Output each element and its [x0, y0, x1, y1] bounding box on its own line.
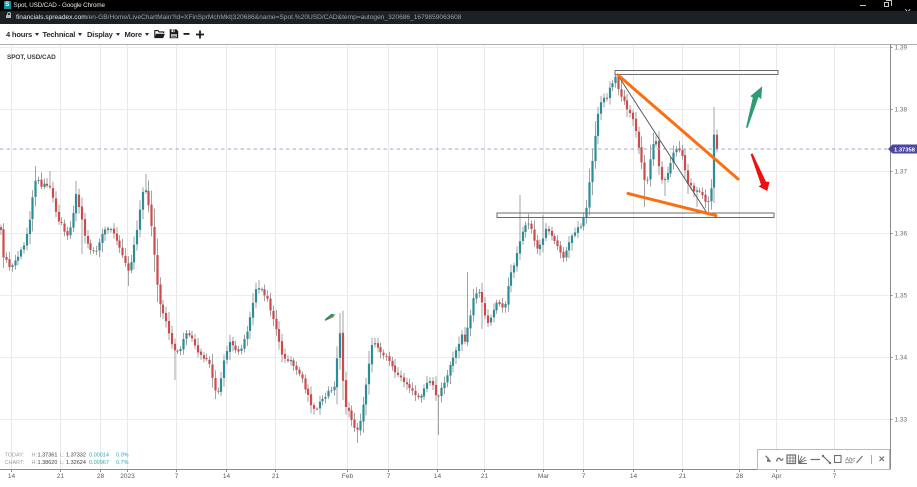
- svg-text:TODAY:: TODAY:: [5, 452, 25, 458]
- svg-text:Mar: Mar: [538, 473, 550, 480]
- svg-text:14: 14: [8, 473, 16, 480]
- svg-text:28: 28: [97, 473, 105, 480]
- svg-text:28: 28: [736, 473, 744, 480]
- svg-text:CHART:: CHART:: [5, 460, 25, 466]
- svg-text:Feb: Feb: [342, 473, 354, 480]
- svg-text:L:: L:: [60, 460, 65, 466]
- svg-text:21: 21: [679, 473, 687, 480]
- svg-text:1.35: 1.35: [895, 293, 908, 300]
- svg-text:SPOT, USD/CAD: SPOT, USD/CAD: [7, 54, 56, 61]
- svg-text:0.00967: 0.00967: [89, 460, 109, 466]
- svg-text:Abc: Abc: [844, 458, 855, 464]
- svg-text:L:: L:: [60, 452, 65, 458]
- svg-text:1.38620: 1.38620: [38, 460, 58, 466]
- svg-text:1.37: 1.37: [895, 169, 908, 176]
- svg-text:0.00014: 0.00014: [89, 452, 109, 458]
- svg-text:14: 14: [630, 473, 638, 480]
- svg-text:1.32624: 1.32624: [66, 460, 86, 466]
- svg-text:H:: H:: [32, 452, 38, 458]
- svg-text:1.37361: 1.37361: [38, 452, 58, 458]
- svg-text:Apr: Apr: [771, 473, 782, 480]
- svg-text:7: 7: [175, 473, 179, 480]
- svg-text:7: 7: [387, 473, 391, 480]
- svg-text:0.0%: 0.0%: [116, 452, 129, 458]
- svg-text:1.36: 1.36: [895, 231, 908, 238]
- svg-text:21: 21: [272, 473, 280, 480]
- svg-text:H:: H:: [32, 460, 38, 466]
- svg-text:2023: 2023: [120, 473, 135, 480]
- svg-text:1.34: 1.34: [895, 355, 908, 362]
- svg-text:1.39: 1.39: [895, 45, 908, 52]
- svg-text:7: 7: [582, 473, 586, 480]
- svg-text:1.33: 1.33: [895, 417, 908, 424]
- svg-text:7: 7: [833, 473, 837, 480]
- svg-text:21: 21: [481, 473, 489, 480]
- svg-text:1.38: 1.38: [895, 107, 908, 114]
- svg-text:1.37358: 1.37358: [894, 147, 916, 153]
- svg-text:1.37332: 1.37332: [66, 452, 86, 458]
- svg-text:14: 14: [223, 473, 231, 480]
- svg-text:21: 21: [57, 473, 65, 480]
- svg-text:0.7%: 0.7%: [116, 460, 129, 466]
- svg-text:14: 14: [434, 473, 442, 480]
